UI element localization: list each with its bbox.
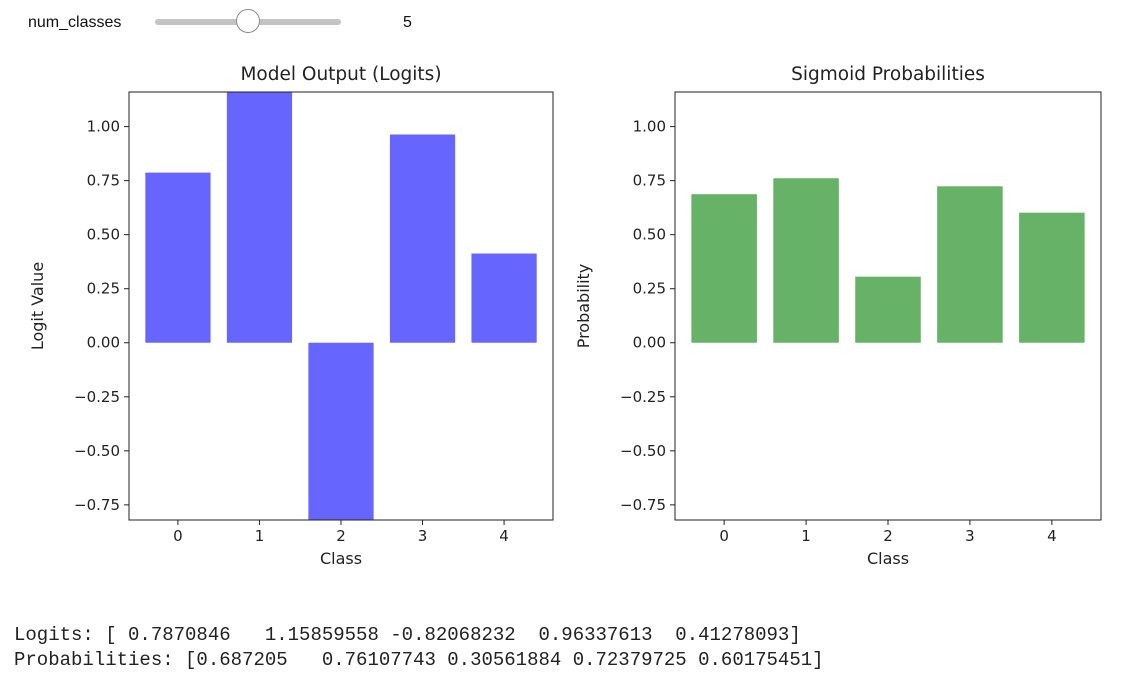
chart2-xtick-label: 0 bbox=[719, 527, 729, 545]
chart2-xtick-label: 3 bbox=[965, 527, 975, 545]
charts-figure: −0.75 −0.50 −0.25 0.00 0.25 0.50 0.75 1.00 0 1 2 3 4… bbox=[28, 64, 1102, 568]
chart1-ytick-label: −0.25 bbox=[74, 388, 120, 406]
chart1-ytick-label: 0.00 bbox=[87, 334, 120, 352]
slider-label: num_classes bbox=[28, 14, 122, 31]
chart2-xtick-label: 2 bbox=[883, 527, 893, 545]
chart1-ytick-label: 0.75 bbox=[87, 172, 120, 190]
chart2-bar-2 bbox=[855, 276, 921, 343]
chart2-title: Sigmoid Probabilities bbox=[791, 64, 985, 85]
output-text: Logits: [ 0.7870846 1.15859558 -0.820682… bbox=[14, 623, 824, 673]
chart2-ytick-label: 0.00 bbox=[633, 334, 666, 352]
chart1-bar-1 bbox=[226, 92, 293, 343]
chart1-bar-0 bbox=[145, 172, 211, 343]
chart2-xtick-label: 4 bbox=[1047, 527, 1057, 545]
chart1-xtick-label: 0 bbox=[173, 527, 183, 545]
chart2-ytick-label: 0.50 bbox=[633, 226, 666, 244]
chart2-xlabel: Class bbox=[867, 549, 909, 568]
chart2-ytick-label: 1.00 bbox=[633, 118, 666, 136]
chart1-bar-3 bbox=[389, 134, 456, 343]
chart2-bar-3 bbox=[937, 186, 1003, 343]
slider-value: 5 bbox=[403, 14, 412, 31]
chart1-ytick-label: 1.00 bbox=[87, 118, 120, 136]
chart1-bar-4 bbox=[471, 253, 537, 343]
chart2-ytick-label: 0.75 bbox=[633, 172, 666, 190]
chart2-ylabel: Probability bbox=[574, 264, 593, 349]
chart2-ytick-label: −0.25 bbox=[620, 388, 666, 406]
logits-output-line: Logits: [ 0.7870846 1.15859558 -0.820682… bbox=[14, 624, 801, 646]
chart2-ytick-label: −0.50 bbox=[620, 442, 666, 460]
chart1-xtick-label: 1 bbox=[255, 527, 265, 545]
chart1-ytick-label: −0.75 bbox=[74, 496, 120, 514]
probabilities-output-line: Probabilities: [0.687205 0.76107743 0.30… bbox=[14, 649, 824, 671]
chart2-bar-0 bbox=[691, 194, 757, 343]
chart1-ylabel: Logit Value bbox=[28, 262, 47, 350]
chart1-ytick-label: 0.50 bbox=[87, 226, 120, 244]
chart2-bar-4 bbox=[1019, 212, 1085, 343]
chart2-ytick-label: −0.75 bbox=[620, 496, 666, 514]
chart1-title: Model Output (Logits) bbox=[240, 64, 441, 85]
chart1-xlabel: Class bbox=[320, 549, 362, 568]
chart2-bar-1 bbox=[773, 178, 839, 343]
chart1-bar-2 bbox=[308, 342, 374, 521]
chart1-xtick-label: 2 bbox=[336, 527, 346, 545]
num-classes-slider-handle[interactable] bbox=[236, 9, 260, 33]
chart1-ytick-label: −0.50 bbox=[74, 442, 120, 460]
chart2-xtick-label: 1 bbox=[801, 527, 811, 545]
chart1-xtick-label: 3 bbox=[418, 527, 428, 545]
chart2-ytick-label: 0.25 bbox=[633, 280, 666, 298]
chart1-ytick-label: 0.25 bbox=[87, 280, 120, 298]
chart1-xtick-label: 4 bbox=[499, 527, 509, 545]
slider-widget: num_classes 5 bbox=[0, 0, 1124, 50]
